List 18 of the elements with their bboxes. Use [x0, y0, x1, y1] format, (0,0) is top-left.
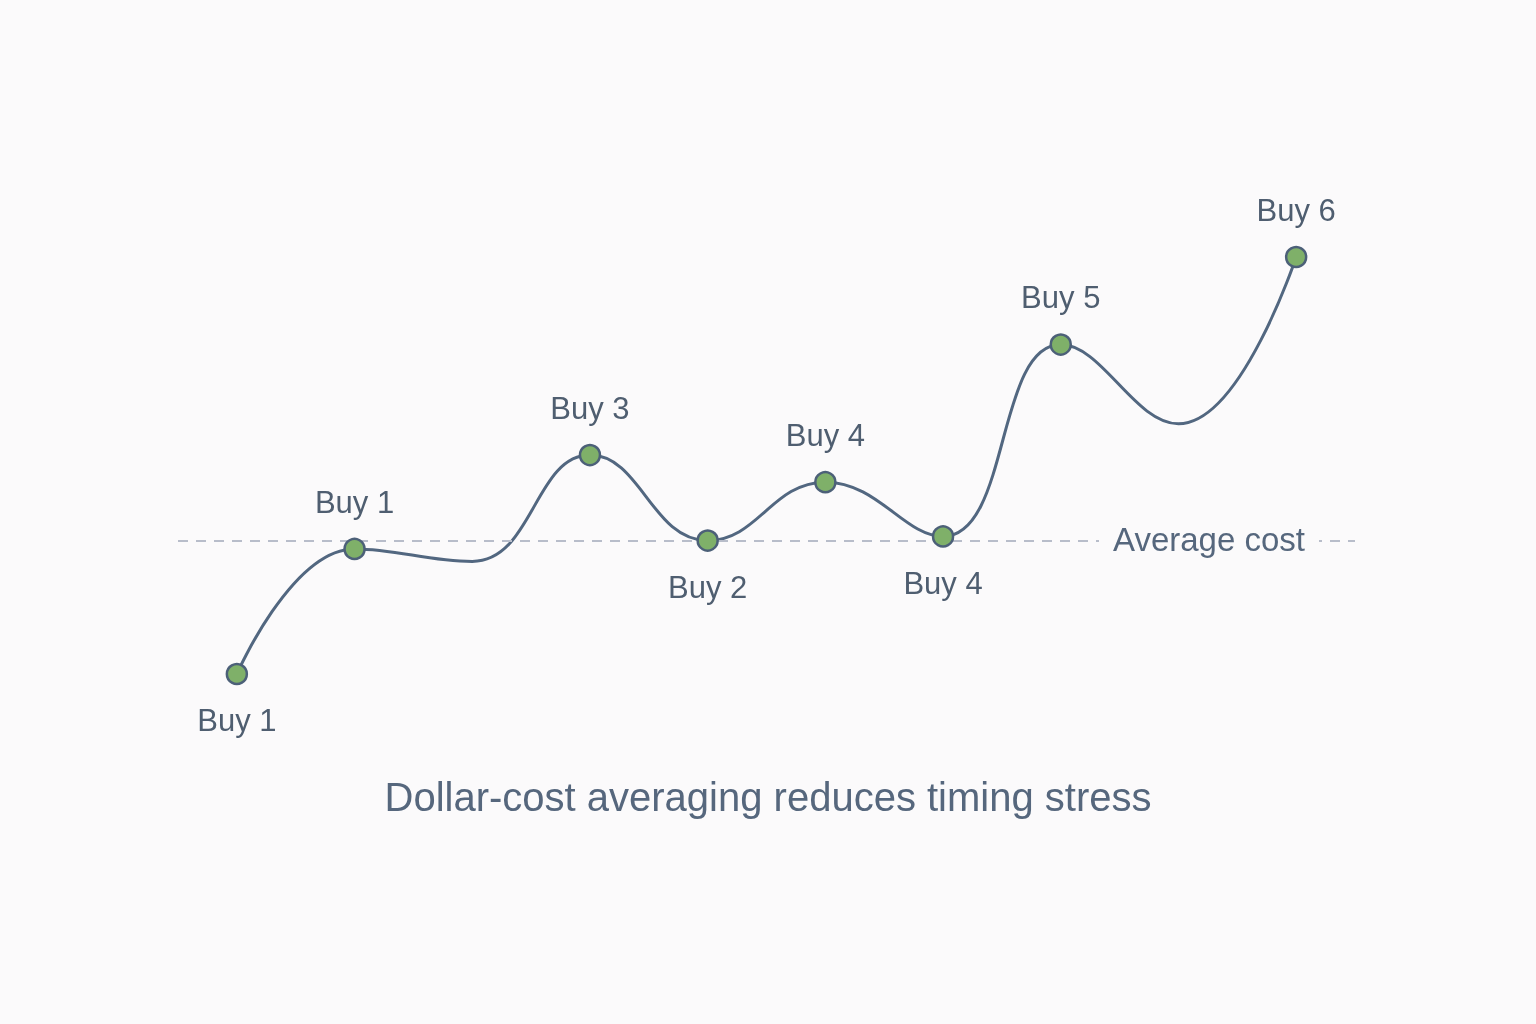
point [931, 525, 955, 548]
x-tick-label: Buy 4 [785, 417, 865, 453]
x-tick-label: Buy 6 [1256, 192, 1336, 228]
x-tick-label: Buy 4 [903, 565, 983, 601]
x-tick-label: Buy 1 [197, 703, 277, 739]
point [1049, 333, 1072, 356]
point [578, 443, 602, 467]
point [343, 537, 366, 561]
x-tick-label: Buy 2 [668, 569, 748, 605]
x-tick-label: Buy 3 [550, 390, 630, 426]
point [814, 470, 837, 494]
point [225, 662, 249, 686]
x-tick-label: Buy 1 [314, 484, 395, 520]
point [1284, 245, 1308, 269]
x-tick-label: Buy 5 [1021, 280, 1101, 316]
point [696, 529, 719, 552]
text: Dollar-cost averaging reduces timing stress [384, 775, 1152, 819]
ref-line-label: Average cost [1112, 520, 1305, 558]
